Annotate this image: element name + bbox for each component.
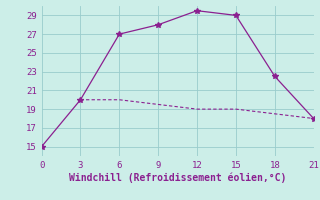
X-axis label: Windchill (Refroidissement éolien,°C): Windchill (Refroidissement éolien,°C) <box>69 173 286 183</box>
